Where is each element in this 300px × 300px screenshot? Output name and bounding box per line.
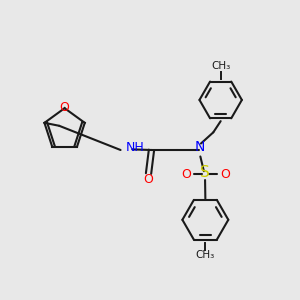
- Text: O: O: [220, 168, 230, 181]
- Text: NH: NH: [126, 141, 145, 154]
- Text: N: N: [195, 140, 205, 154]
- Text: O: O: [60, 101, 70, 114]
- Text: O: O: [144, 173, 154, 186]
- Text: CH₃: CH₃: [196, 250, 215, 260]
- Text: S: S: [200, 165, 210, 180]
- Text: O: O: [181, 168, 191, 181]
- Text: CH₃: CH₃: [211, 61, 230, 71]
